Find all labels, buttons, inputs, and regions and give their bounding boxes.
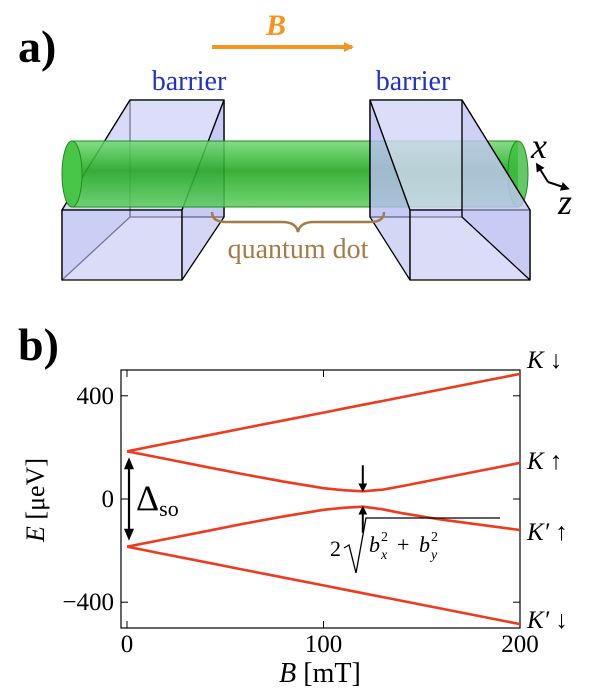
coordinate-axes: x z xyxy=(530,126,572,222)
axis-z-label: z xyxy=(557,182,572,222)
svg-text:2: 2 xyxy=(330,536,341,561)
quantum-dot-label: quantum dot xyxy=(228,234,369,265)
y-axis-label: E [μeV] xyxy=(21,458,50,543)
x-tick-label: 0 xyxy=(121,631,134,658)
x-ticks: 0 100 200 xyxy=(121,370,539,658)
energy-curves xyxy=(126,372,521,626)
y-tick-label: 0 xyxy=(102,486,115,513)
svg-text:2: 2 xyxy=(431,530,438,545)
svg-text:x: x xyxy=(380,548,388,563)
curve-4 xyxy=(126,545,521,626)
y-ticks: 400 0 −400 xyxy=(62,383,520,616)
curve-3 xyxy=(126,505,521,548)
field-label: B xyxy=(265,9,286,42)
svg-text:2: 2 xyxy=(381,530,388,545)
band-label: K ↑ xyxy=(526,448,562,475)
panel-b-label: b) xyxy=(18,319,59,370)
svg-text:b: b xyxy=(369,532,380,557)
axis-x-label: x xyxy=(530,126,547,166)
quantum-dot-brace xyxy=(210,211,386,233)
curve-1 xyxy=(126,372,521,453)
y-tick-label: −400 xyxy=(62,589,114,616)
x-tick-label: 200 xyxy=(501,631,539,658)
band-label: K ↓ xyxy=(526,347,562,374)
x-axis-label: B [mT] xyxy=(279,658,361,689)
barrier-right xyxy=(369,99,531,281)
svg-text:y: y xyxy=(429,548,438,563)
gap-label: 2 b 2 x + b 2 y xyxy=(330,517,500,574)
band-label: K′ ↑ xyxy=(526,519,568,546)
svg-text:b: b xyxy=(419,532,430,557)
plot-frame xyxy=(120,369,521,629)
x-tick-label: 100 xyxy=(305,631,343,658)
svg-text:+: + xyxy=(397,532,409,557)
y-tick-label: 400 xyxy=(77,383,115,410)
band-label: K′ ↓ xyxy=(526,607,568,634)
barrier-left-label: barrier xyxy=(152,66,227,97)
curve-2 xyxy=(126,450,521,493)
barrier-right-label: barrier xyxy=(376,66,451,97)
delta-so-label: Δso xyxy=(136,478,179,521)
panel-a-label: a) xyxy=(18,21,56,72)
band-labels: K ↓ K ↑ K′ ↑ K′ ↓ xyxy=(526,347,568,634)
